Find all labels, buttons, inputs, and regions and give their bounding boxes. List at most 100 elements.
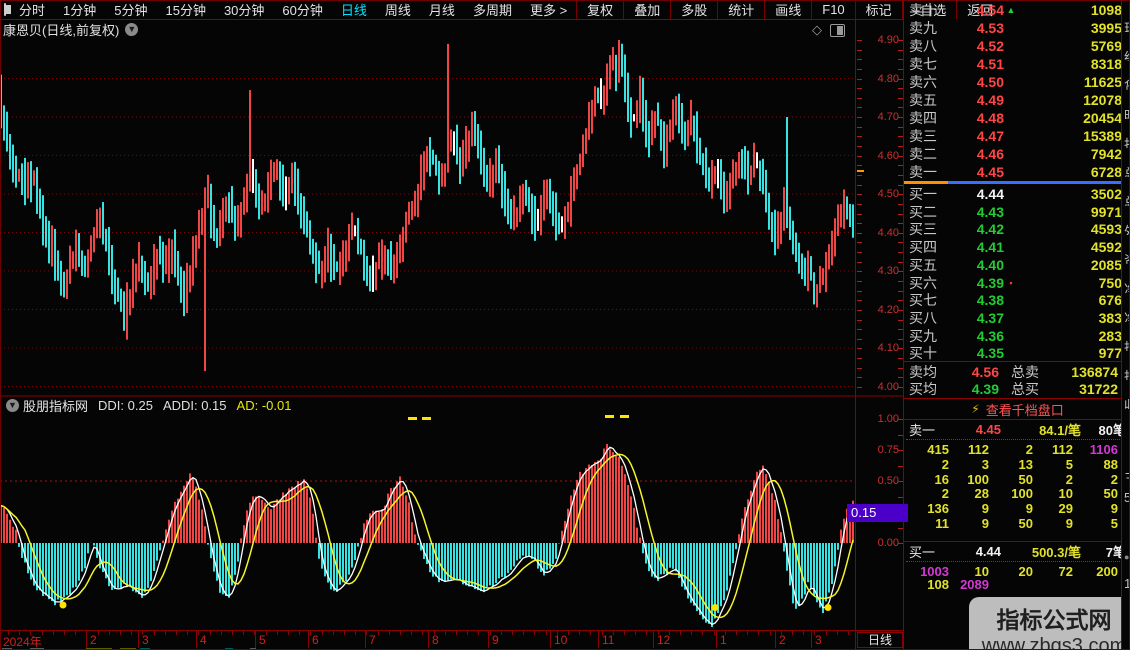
minor-tick: [814, 631, 816, 635]
clipped-label: 经: [1124, 47, 1130, 61]
chevron-down-icon[interactable]: ▼: [6, 399, 19, 412]
minor-tick: [792, 631, 793, 635]
price-tick-label: 4.40: [877, 226, 899, 239]
bid-row-3[interactable]: 买三 4.42 4593: [909, 221, 1122, 238]
price-tick: [898, 88, 903, 90]
ask-row-9[interactable]: 卖九 4.53 3995: [909, 20, 1122, 37]
bid-row-8[interactable]: 买八 4.37 383: [909, 309, 1122, 326]
month-tick: [428, 631, 429, 648]
period-menu-item-3[interactable]: 15分钟: [165, 3, 206, 18]
minor-tick: [680, 631, 681, 635]
period-menu-item-6[interactable]: 日线: [340, 3, 367, 18]
queue-cell: 5: [1065, 456, 1073, 472]
panel-toggle-icon[interactable]: [830, 23, 845, 37]
diamond-icon[interactable]: ◇: [812, 22, 822, 37]
period-menu-item-2[interactable]: 5分钟: [114, 3, 148, 18]
divider: [904, 419, 1130, 420]
bid-row-2[interactable]: 买二 4.43 9971: [909, 203, 1122, 220]
price-tick-label: 4.20: [877, 303, 899, 316]
price-tick: [857, 165, 862, 167]
month-tick: [598, 631, 599, 648]
ask-row-5[interactable]: 卖五 4.49 12078: [909, 92, 1122, 109]
minor-tick: [803, 631, 805, 635]
price-tick: [857, 126, 862, 128]
date-label: 8: [432, 633, 439, 647]
ask-row-3[interactable]: 卖三 4.47 15389: [909, 128, 1122, 145]
ask-row-7[interactable]: 卖七 4.51 8318: [909, 56, 1122, 73]
queue-cell: [1073, 577, 1118, 592]
bid-row-9[interactable]: 买九 4.36 283: [909, 327, 1122, 344]
period-menu-item-5[interactable]: 60分钟: [282, 3, 323, 18]
queue-row: 108 2089: [904, 577, 1118, 592]
price-tick: [857, 242, 862, 244]
period-label[interactable]: 日线: [857, 632, 903, 648]
minor-tick: [433, 631, 435, 635]
tool-button-6[interactable]: 标记: [854, 0, 902, 19]
price-tick: [898, 232, 903, 234]
minor-tick: [220, 631, 222, 635]
price-tick: [898, 387, 903, 389]
tool-button-0[interactable]: 复权: [576, 0, 623, 19]
minor-tick: [836, 631, 838, 635]
tool-button-1[interactable]: 叠加: [623, 0, 670, 19]
period-menu-item-1[interactable]: 1分钟: [63, 3, 97, 18]
tool-button-3[interactable]: 统计: [717, 0, 764, 19]
queue-cell: 9: [1065, 516, 1073, 531]
minor-tick: [691, 631, 693, 635]
ask-row-8[interactable]: 卖八 4.52 5769: [909, 38, 1122, 55]
ask-row-6[interactable]: 卖六 4.50 11625: [909, 74, 1122, 91]
bid-row-7[interactable]: 买七 4.38 676: [909, 292, 1122, 309]
tool-button-2[interactable]: 多股: [670, 0, 717, 19]
date-label-year: 2024年: [3, 635, 42, 649]
bid-row-10[interactable]: 买十 4.35 977: [909, 345, 1122, 362]
ask-row-1[interactable]: 卖一 4.45 6728: [909, 164, 1122, 181]
bid-row-1[interactable]: 买一 4.44 3502: [909, 186, 1122, 202]
thousand-depth-link[interactable]: ⚡ 查看千档盘口: [904, 400, 1130, 418]
bid-row-4[interactable]: 买四 4.41 4592: [909, 239, 1122, 256]
bid-row-6[interactable]: 买六 4.39 ▪ 750: [909, 274, 1122, 291]
tool-button-5[interactable]: F10: [811, 0, 854, 19]
period-menu-item-4[interactable]: 30分钟: [223, 3, 265, 18]
price-tick: [898, 261, 903, 263]
minor-tick: [780, 631, 782, 635]
price-tick: [857, 59, 862, 61]
minor-tick: [590, 631, 592, 635]
period-menu-item-8[interactable]: 月线: [428, 3, 455, 18]
period-menu-item-10[interactable]: 更多 >: [529, 3, 568, 18]
ask-row-10[interactable]: 卖十 4.54 ▲ 1098: [909, 2, 1122, 18]
price-tick: [857, 117, 862, 119]
price-tick: [898, 300, 903, 302]
queue-cell: 100: [967, 471, 989, 487]
tool-button-4[interactable]: 画线: [764, 0, 811, 19]
minor-tick: [377, 631, 379, 635]
period-menu-item-9[interactable]: 多周期: [472, 3, 512, 18]
queue-cell: 200: [1096, 564, 1118, 579]
period-menu-item-7[interactable]: 周线: [384, 3, 411, 18]
price-tick: [857, 281, 862, 282]
queue-cell: 88: [1103, 456, 1118, 472]
minor-tick: [612, 631, 614, 635]
price-tick: [857, 387, 862, 389]
tool-button-7[interactable]: +自选: [901, 0, 957, 19]
queue-header: 卖一 4.45 84.1/笔 80笔: [909, 422, 1126, 438]
queue-cell: 2: [1110, 471, 1118, 487]
month-tick: [255, 631, 256, 648]
indicator-tick: [898, 543, 903, 544]
window-layout-icon[interactable]: [4, 3, 11, 16]
price-tick: [857, 358, 862, 360]
clipped-side-column: 现经货时报总总外资净净投投收三5●1: [1121, 0, 1130, 650]
minor-tick: [41, 631, 43, 635]
period-menu-item-0[interactable]: 分时: [19, 3, 46, 18]
ask-row-2[interactable]: 卖二 4.46 7942: [909, 146, 1122, 163]
price-tick: [857, 213, 862, 215]
price-tick: [857, 97, 862, 99]
tool-button-8[interactable]: 返回: [956, 0, 1003, 19]
avg-price-marker: [857, 169, 864, 172]
indicator-values: DDI: 0.25 ADDI: 0.15 AD: -0.01: [98, 398, 291, 413]
minor-tick: [198, 631, 200, 635]
bid-row-5[interactable]: 买五 4.40 2085: [909, 256, 1122, 273]
ask-row-4[interactable]: 卖四 4.48 20454: [909, 110, 1122, 127]
dotted-divider: [906, 439, 1124, 440]
chevron-down-icon[interactable]: ▼: [125, 22, 139, 36]
